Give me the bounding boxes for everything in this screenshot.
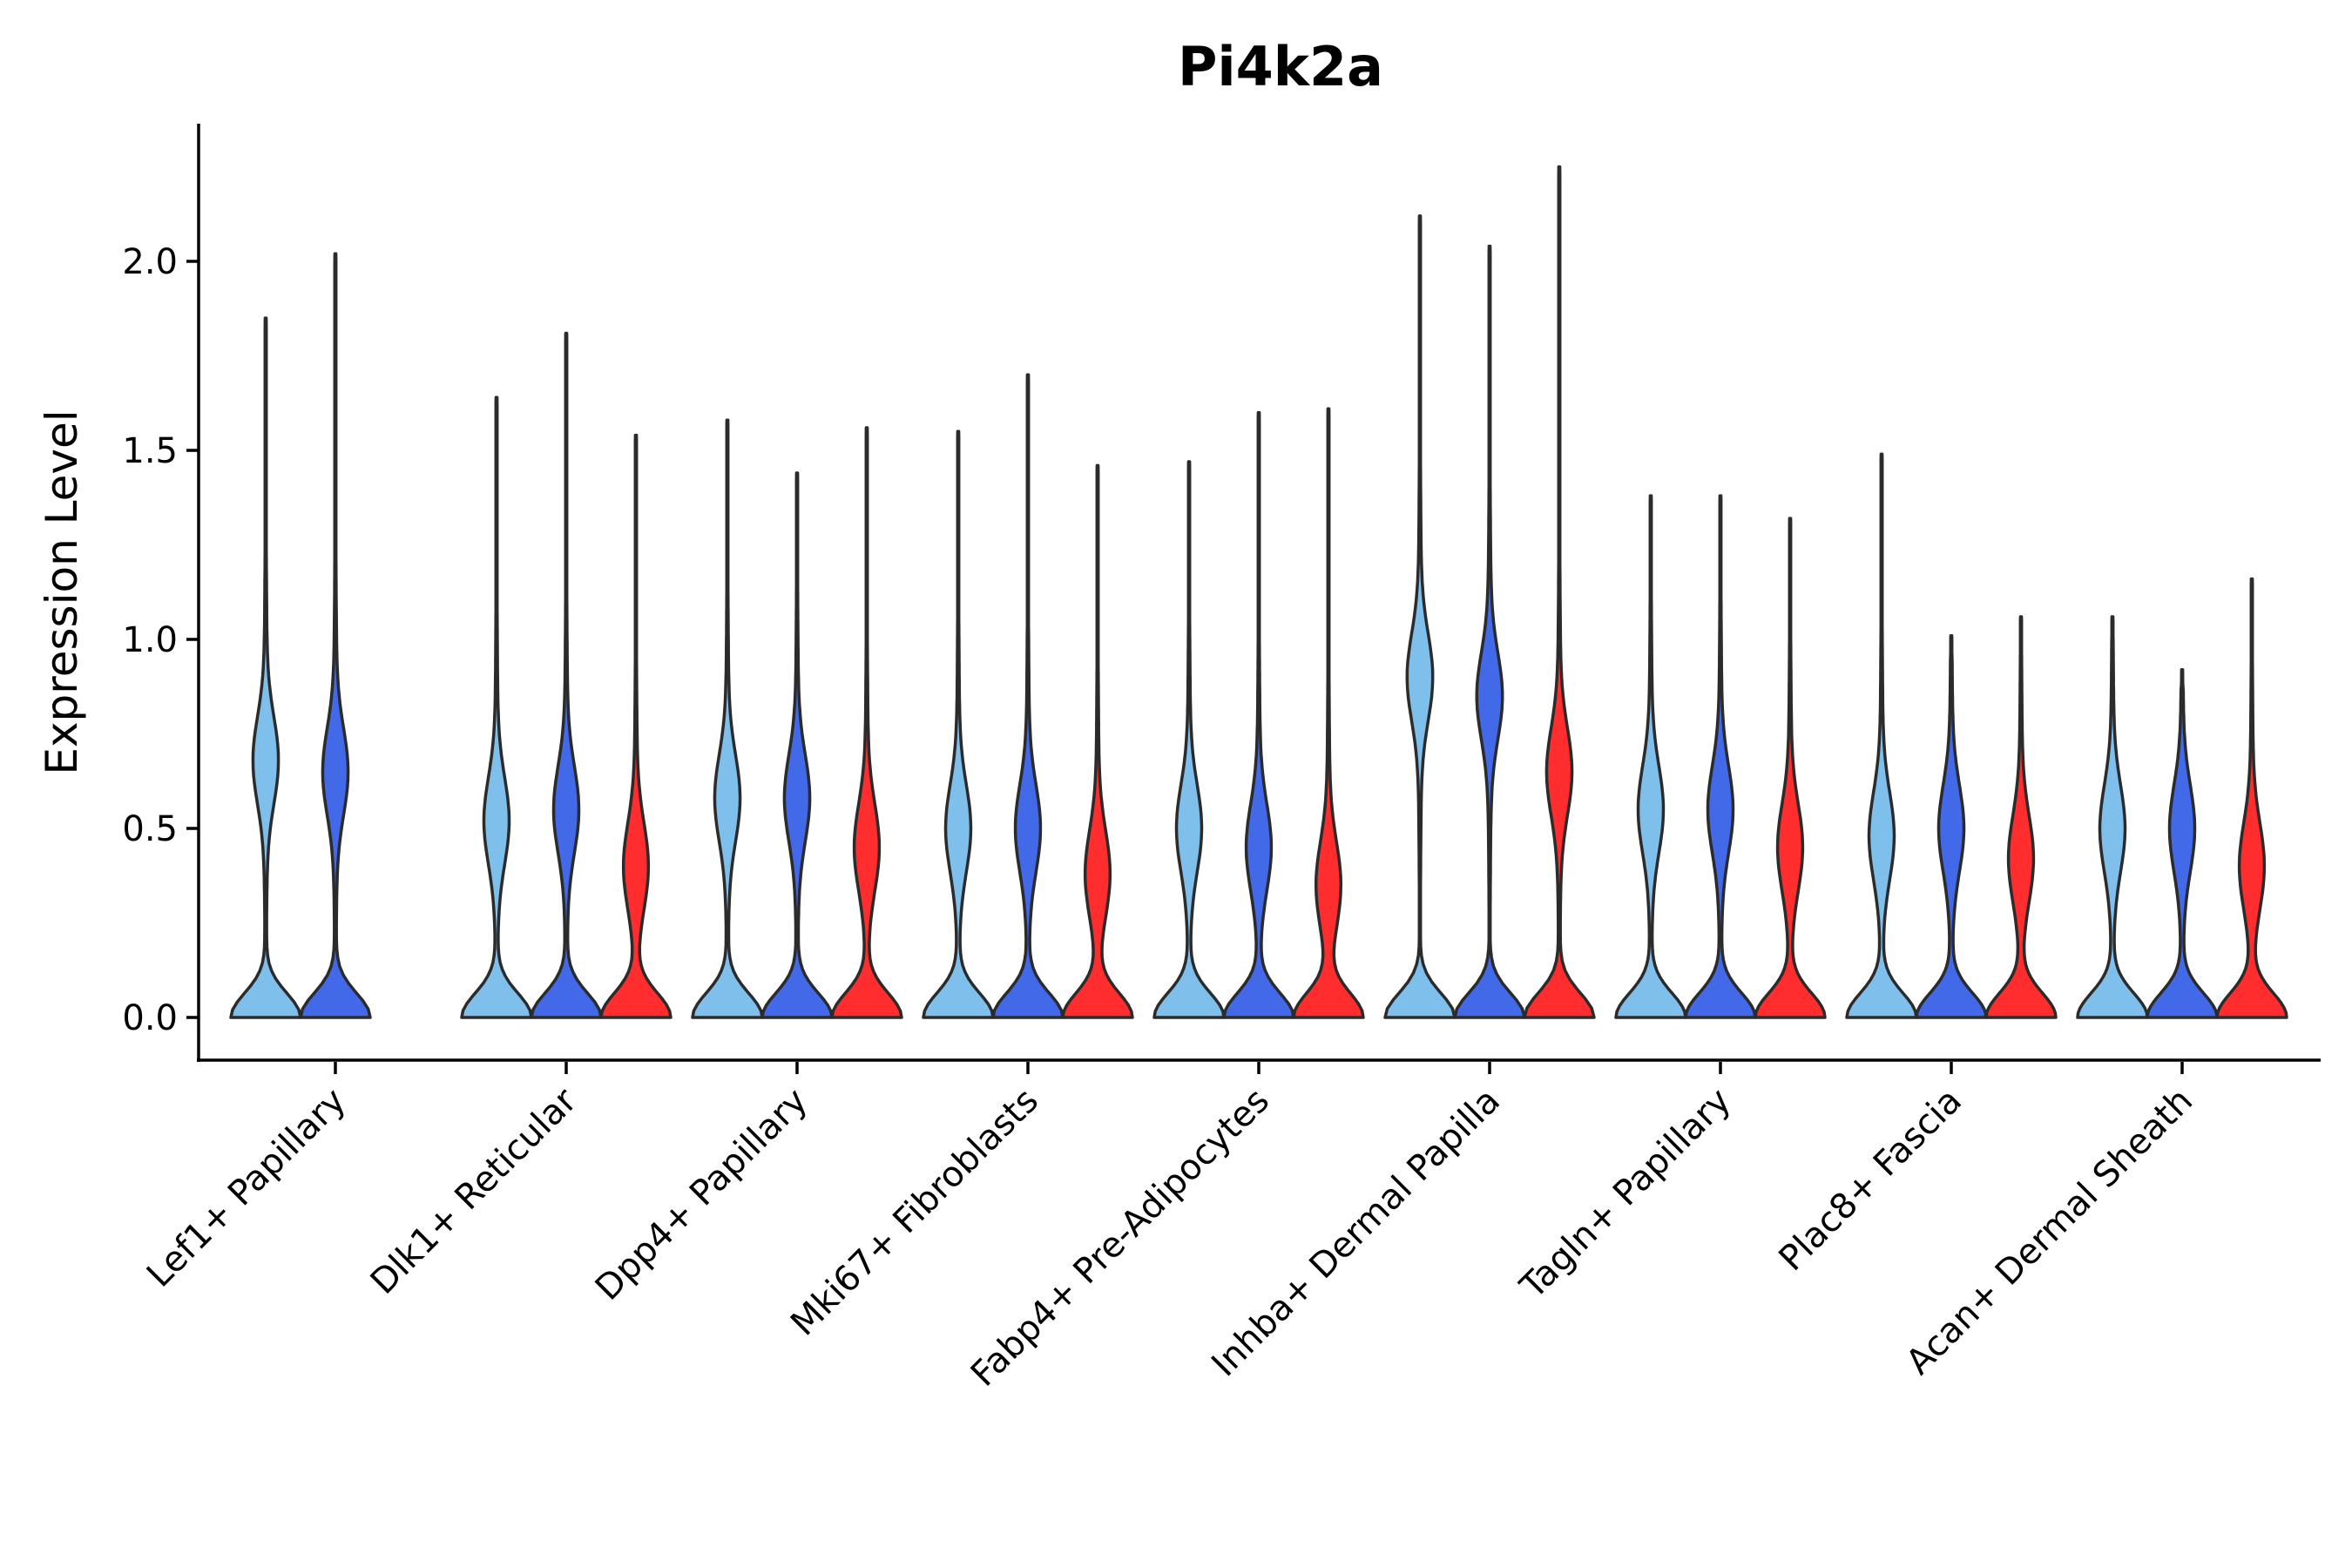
y-tick-label: 1.0	[122, 620, 178, 660]
violin-dpp4-papillary-s2	[830, 426, 903, 1019]
y-axis-ticks: 0.0 0.5 1.0 1.5 2.0	[122, 242, 199, 1038]
x-tick-label-dlk1-reticular: Dlk1+ Reticular	[363, 1080, 585, 1302]
violin-lef1-papillary-s1	[299, 252, 372, 1019]
x-tick-label-tagln-papillary: Tagln+ Papillary	[1512, 1081, 1739, 1308]
violin-inhba-dermal-papilla-s1	[1453, 244, 1526, 1019]
violin-dlk1-reticular-s0	[460, 395, 533, 1019]
x-tick-label-mki67-fibroblasts: Mki67+ Fibroblasts	[783, 1081, 1046, 1344]
y-tick-label: 0.0	[122, 998, 178, 1038]
x-tick-label-dpp4-papillary: Dpp4+ Papillary	[588, 1081, 815, 1308]
x-tick-label-plac8-fascia: Plac8+ Fascia	[1772, 1081, 1970, 1280]
violin-plac8-fascia-s1	[1915, 633, 1988, 1019]
violin-dlk1-reticular-s1	[530, 331, 603, 1019]
y-tick-label: 0.5	[122, 809, 178, 849]
violin-acan-dermal-sheath-s0	[2076, 615, 2149, 1019]
violin-fabp4-pre-adipocytes-s2	[1292, 407, 1365, 1019]
violin-fabp4-pre-adipocytes-s0	[1152, 460, 1226, 1019]
violin-mki67-fibroblasts-s0	[922, 429, 995, 1019]
violin-plac8-fascia-s2	[1984, 615, 2058, 1019]
violin-dpp4-papillary-s1	[760, 471, 834, 1019]
violin-mki67-fibroblasts-s1	[991, 373, 1064, 1019]
y-tick-label: 1.5	[122, 431, 178, 471]
violin-plac8-fascia-s0	[1845, 452, 1918, 1019]
x-axis-ticks: Lef1+ Papillary Dlk1+ Reticular Dpp4+ Papi…	[139, 1062, 2200, 1395]
violin-fabp4-pre-adipocytes-s1	[1222, 410, 1295, 1019]
y-tick-label: 2.0	[122, 242, 178, 282]
violin-tagln-papillary-s2	[1754, 517, 1827, 1019]
violin-inhba-dermal-papilla-s2	[1523, 165, 1596, 1019]
x-tick-label-lef1-papillary: Lef1+ Papillary	[139, 1081, 354, 1295]
y-axis-label: Expression Level	[37, 409, 87, 774]
chart-title: Pi4k2a	[1178, 35, 1383, 98]
violin-inhba-dermal-papilla-s0	[1383, 214, 1456, 1019]
violin-mki67-fibroblasts-s2	[1061, 463, 1134, 1019]
violin-tagln-papillary-s1	[1684, 494, 1757, 1019]
violin-lef1-papillary-s0	[229, 316, 302, 1019]
violin-acan-dermal-sheath-s2	[2215, 577, 2288, 1019]
violin-group	[229, 165, 2288, 1019]
violin-dpp4-papillary-s0	[691, 418, 764, 1019]
violin-tagln-papillary-s0	[1614, 494, 1687, 1019]
violin-dlk1-reticular-s2	[599, 433, 672, 1019]
violin-acan-dermal-sheath-s1	[2146, 667, 2219, 1019]
